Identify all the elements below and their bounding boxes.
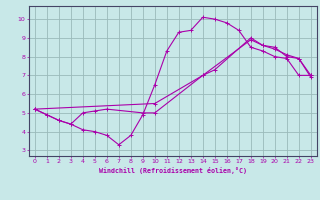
X-axis label: Windchill (Refroidissement éolien,°C): Windchill (Refroidissement éolien,°C) bbox=[99, 167, 247, 174]
